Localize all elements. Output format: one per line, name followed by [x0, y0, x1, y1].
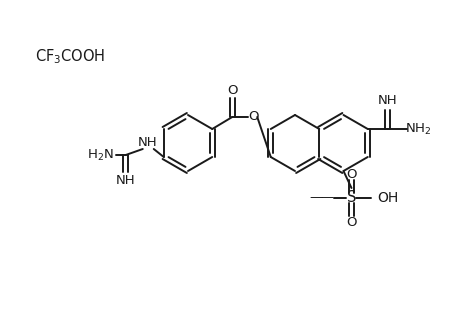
Text: CF$_3$COOH: CF$_3$COOH — [35, 48, 105, 66]
Text: S: S — [347, 191, 356, 205]
Text: O: O — [248, 111, 259, 123]
Text: O: O — [346, 215, 357, 228]
Text: H$_2$N: H$_2$N — [87, 147, 114, 163]
Text: NH: NH — [116, 175, 135, 187]
Text: O: O — [227, 83, 237, 96]
Text: NH$_2$: NH$_2$ — [405, 122, 431, 136]
Text: NH: NH — [138, 136, 158, 150]
Text: NH: NH — [378, 94, 398, 107]
Text: —: — — [320, 192, 333, 204]
Text: OH: OH — [377, 191, 399, 205]
Text: —: — — [309, 192, 322, 204]
Text: O: O — [346, 168, 357, 180]
